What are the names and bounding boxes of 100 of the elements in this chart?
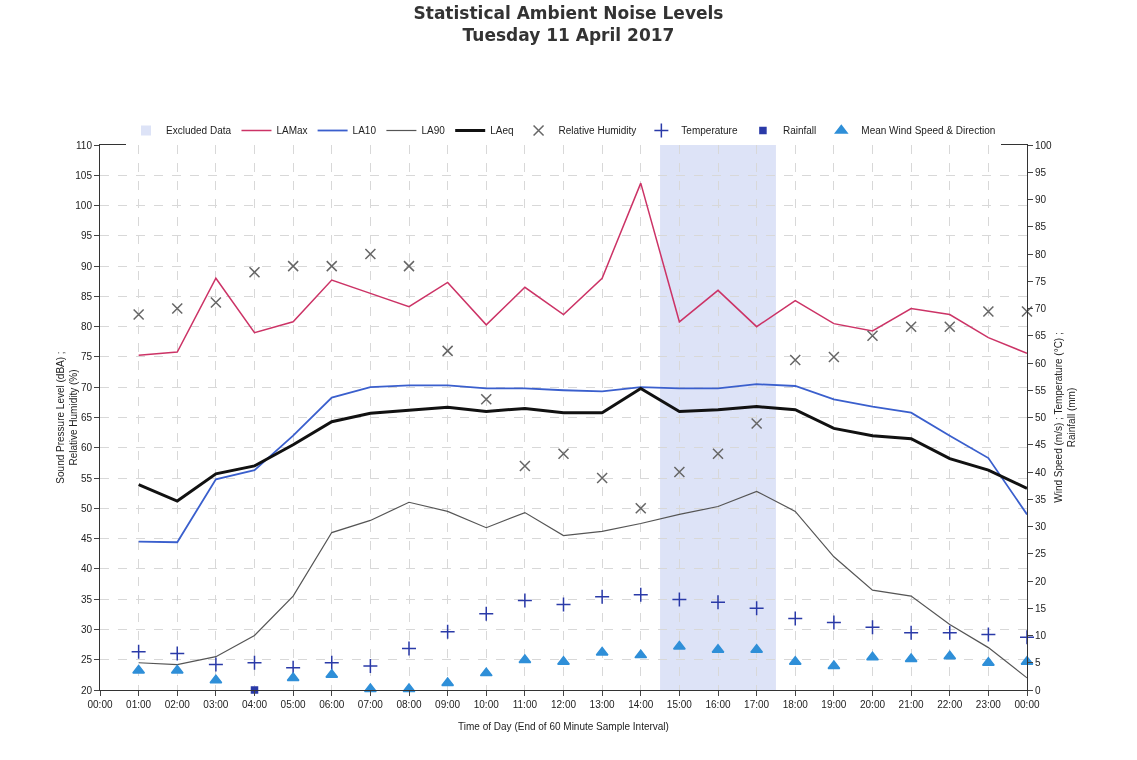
x-tick-label: 13:00 xyxy=(589,699,616,710)
y2-tick-label: 65 xyxy=(1035,330,1047,342)
y-axis-title: Sound Pressure Level (dBA) ; Relative Humidity (%) xyxy=(54,351,79,484)
y2-tick-label: 55 xyxy=(1035,384,1047,396)
x-tick-label: 08:00 xyxy=(396,699,422,710)
y2-tick-label: 80 xyxy=(1035,248,1047,260)
point xyxy=(828,351,840,363)
y-tick-label: 40 xyxy=(80,563,93,575)
y2-tick-label: 95 xyxy=(1035,166,1047,178)
x-tick-label: 19:00 xyxy=(821,699,847,710)
point xyxy=(673,466,686,478)
point xyxy=(248,266,261,278)
y2-tick-label: 15 xyxy=(1035,602,1047,614)
y2-tick-label: 10 xyxy=(1035,630,1047,641)
point xyxy=(905,320,917,333)
point xyxy=(519,460,531,472)
x-axis-title: Time of Day (End of 60 Minute Sample Interval) xyxy=(458,721,669,732)
point xyxy=(750,417,763,430)
legend-label: Mean Wind Speed & Direction xyxy=(861,125,996,137)
y2-tick-label: 85 xyxy=(1035,221,1047,233)
x-tick-label: 18:00 xyxy=(782,699,809,710)
y2-tick-label: 50 xyxy=(1035,412,1047,423)
y2-tick-label: 45 xyxy=(1035,439,1047,451)
line-series xyxy=(137,383,1027,544)
x-tick-label: 11:00 xyxy=(512,699,538,710)
y2-tick-label: 0 xyxy=(1035,684,1041,696)
x-tick-label: 07:00 xyxy=(357,699,384,710)
point xyxy=(480,393,492,406)
chart-title: Statistical Ambient Noise Levels xyxy=(413,3,724,23)
x-tick-label: 09:00 xyxy=(435,699,461,710)
x-tick-label: 14:00 xyxy=(628,699,654,710)
y-tick-label: 55 xyxy=(80,472,93,484)
y-tick-label: 60 xyxy=(80,442,93,454)
legend-label: LAeq xyxy=(490,125,514,137)
point xyxy=(635,502,647,515)
point xyxy=(944,320,956,333)
y-tick-label: 65 xyxy=(80,412,93,423)
point xyxy=(712,448,724,460)
y-tick-label: 75 xyxy=(80,351,93,363)
x-tick-label: 20:00 xyxy=(859,699,886,710)
x-tick-label: 04:00 xyxy=(241,699,268,710)
x-tick-label: 06:00 xyxy=(319,699,345,710)
y2-tick-label: 60 xyxy=(1035,357,1047,369)
x-tick-label: 16:00 xyxy=(705,699,731,710)
y-tick-label: 105 xyxy=(75,169,93,181)
legend-label: Rainfall xyxy=(782,125,817,137)
line-series xyxy=(137,182,1027,356)
y-tick-label: 50 xyxy=(80,502,93,514)
point xyxy=(171,302,183,315)
y-tick-label: 80 xyxy=(80,321,93,333)
legend-label: Temperature xyxy=(681,125,738,137)
x-tick-label: 00:00 xyxy=(87,699,113,710)
y-tick-label: 30 xyxy=(80,623,93,635)
y2-axis-title: Wind Speed (m/s) ; Temperature (°C) ; Rainfall (mm) xyxy=(1053,332,1077,503)
legend-label: Excluded Data xyxy=(166,125,232,137)
y2-tick-label: 70 xyxy=(1035,303,1047,314)
x-tick-label: 12:00 xyxy=(550,699,577,710)
legend-label: LA10 xyxy=(352,125,377,137)
y-tick-label: 20 xyxy=(80,684,93,696)
x-tick-label: 22:00 xyxy=(937,699,963,710)
x-tick-label: 10:00 xyxy=(473,699,500,710)
y2-tick-label: 100 xyxy=(1035,139,1053,151)
y2-tick-label: 20 xyxy=(1035,575,1047,587)
y-tick-label: 95 xyxy=(80,230,93,242)
point xyxy=(596,472,608,484)
x-tick-label: 03:00 xyxy=(203,699,229,710)
chart-subtitle: Tuesday 11 April 2017 xyxy=(462,25,675,46)
y-tick-label: 45 xyxy=(80,533,93,545)
y2-tick-label: 25 xyxy=(1035,548,1047,560)
x-tick-label: 02:00 xyxy=(164,699,191,710)
y2-tick-label: 35 xyxy=(1035,493,1047,505)
y-tick-label: 25 xyxy=(80,654,93,666)
x-tick-label: 23:00 xyxy=(975,699,1002,710)
point xyxy=(326,260,338,272)
x-tick-label: 05:00 xyxy=(280,699,307,710)
x-tick-label: 21:00 xyxy=(898,699,925,710)
legend-label: LA90 xyxy=(421,125,446,137)
x-tick-label: 17:00 xyxy=(744,699,770,710)
point xyxy=(866,330,879,342)
y-tick-label: 100 xyxy=(75,200,93,212)
line-series xyxy=(137,386,1027,503)
point xyxy=(132,308,145,321)
y-tick-label: 110 xyxy=(76,139,93,151)
y2-tick-label: 90 xyxy=(1035,194,1047,205)
point xyxy=(789,354,801,366)
point xyxy=(364,248,377,260)
y2-tick-label: 30 xyxy=(1035,521,1047,532)
legend-label: LAMax xyxy=(276,125,308,137)
x-tick-label: 01:00 xyxy=(126,699,152,710)
y-tick-label: 70 xyxy=(80,381,93,393)
point xyxy=(982,305,995,318)
point xyxy=(557,448,570,460)
point xyxy=(287,260,299,272)
point xyxy=(210,296,222,309)
y-tick-label: 85 xyxy=(80,290,93,302)
y-tick-label: 90 xyxy=(80,260,93,272)
y2-tick-label: 75 xyxy=(1035,275,1047,287)
x-tick-label: 15:00 xyxy=(666,699,693,710)
legend-label: Relative Humidity xyxy=(558,125,637,137)
point xyxy=(403,260,415,272)
